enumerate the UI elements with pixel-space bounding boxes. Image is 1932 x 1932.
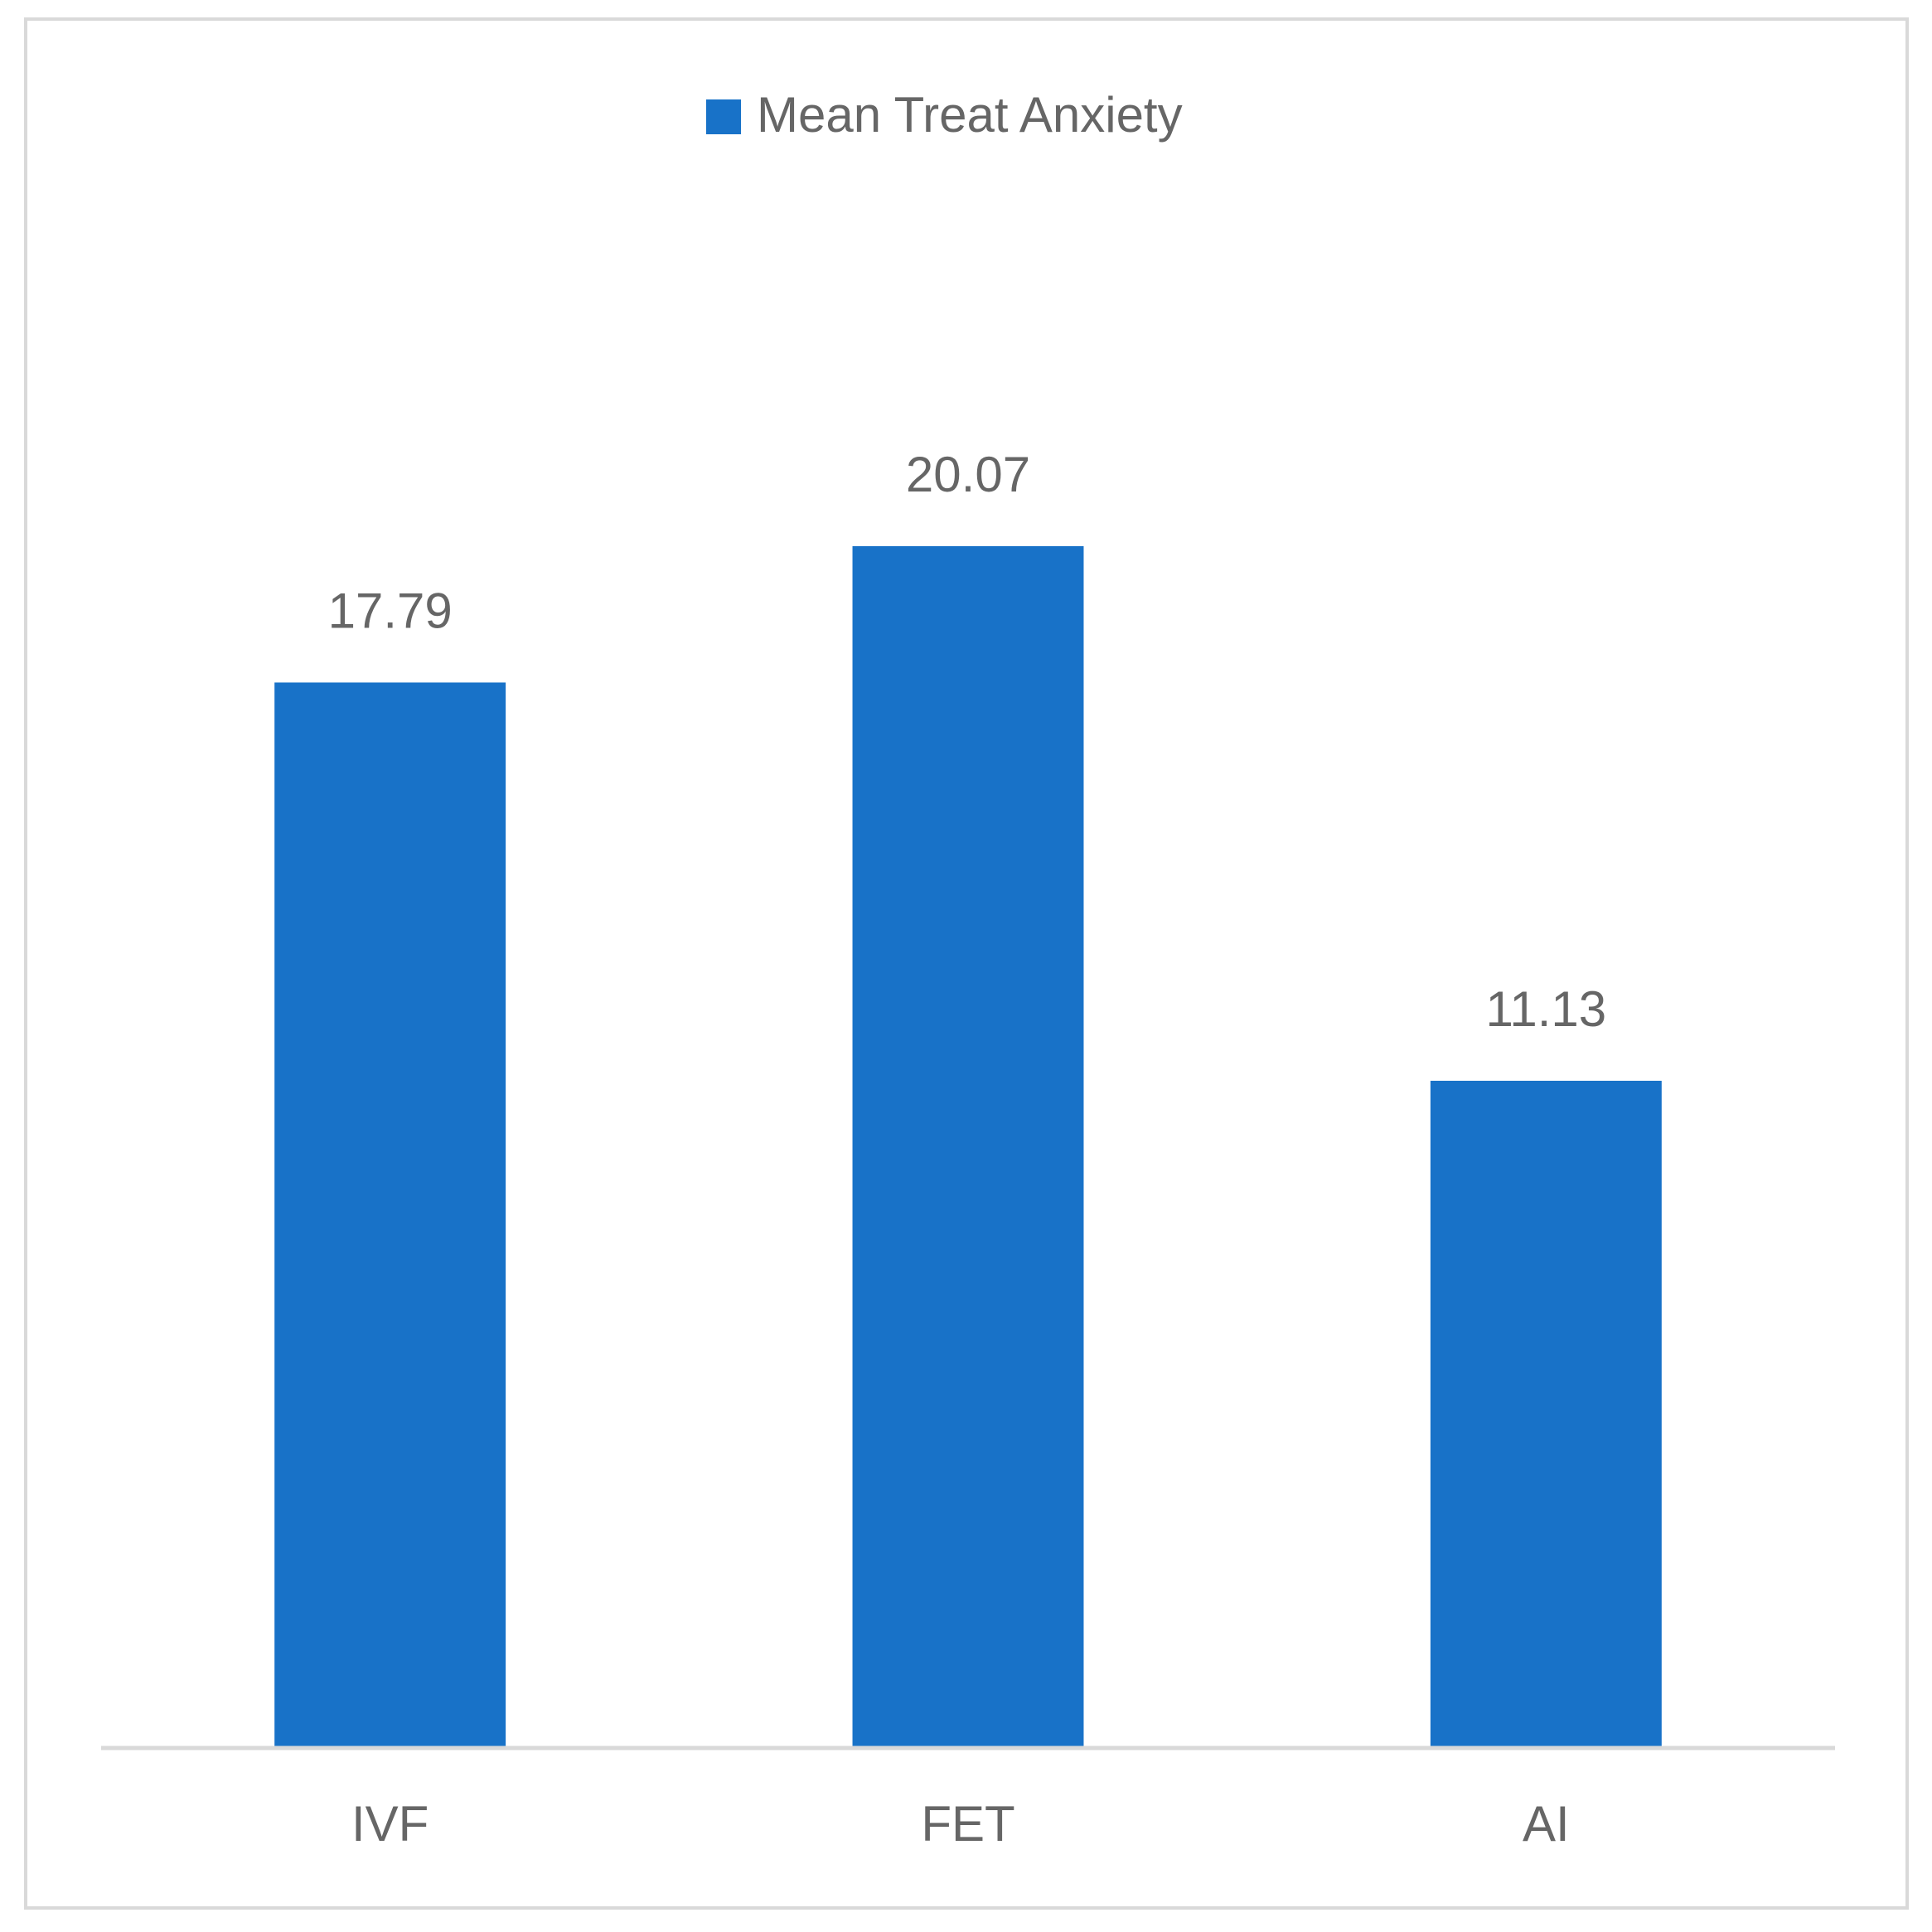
legend-swatch [706, 99, 741, 134]
data-label: 20.07 [906, 447, 1030, 502]
bar [1430, 1080, 1662, 1746]
bar [852, 545, 1084, 1747]
legend-label: Mean Treat Anxiety [757, 87, 1183, 143]
bar [274, 682, 506, 1747]
x-tick-label: IVF [351, 1796, 429, 1852]
x-tick-label: AI [1523, 1796, 1570, 1852]
x-tick-label: FET [921, 1796, 1014, 1852]
data-label: 17.79 [328, 583, 453, 638]
data-label: 11.13 [1485, 981, 1606, 1037]
